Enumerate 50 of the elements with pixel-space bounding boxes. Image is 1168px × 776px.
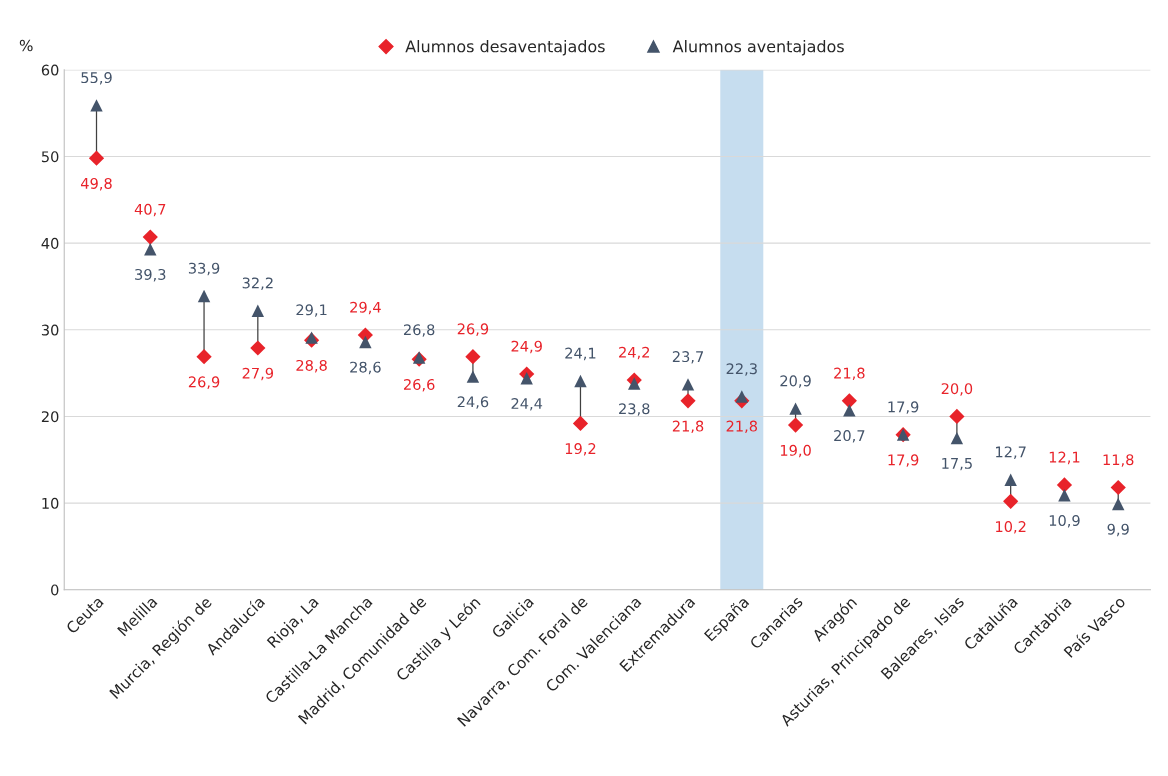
data-label: 24,4 — [511, 398, 543, 411]
data-label: 29,4 — [350, 301, 381, 315]
legend-label: Alumnos desaventajados — [405, 40, 605, 56]
data-label: 24,2 — [619, 346, 650, 360]
data-label: 29,1 — [296, 304, 327, 317]
data-label: 39,3 — [135, 268, 166, 282]
data-label: 32,2 — [242, 277, 273, 290]
y-tick-label: 10 — [42, 497, 59, 509]
data-label: 27,9 — [242, 367, 274, 381]
data-label: 23,8 — [619, 403, 650, 416]
data-label: 26,9 — [188, 376, 220, 389]
data-label: 19,2 — [565, 443, 596, 456]
data-label: 21,8 — [834, 367, 865, 381]
data-label: 12,1 — [1049, 451, 1080, 465]
data-label: 20,9 — [780, 375, 811, 388]
data-label: 12,7 — [996, 446, 1026, 459]
data-label: 20,0 — [941, 383, 973, 396]
y-tick-label: 20 — [41, 411, 59, 423]
data-label: 26,9 — [457, 323, 489, 336]
data-label: 24,6 — [457, 396, 489, 409]
y-axis-title: % — [19, 39, 33, 52]
y-tick-label: 40 — [41, 237, 59, 249]
data-label: 19,0 — [780, 444, 811, 458]
y-tick-label: 50 — [41, 151, 59, 163]
data-label: 9,9 — [1107, 523, 1129, 537]
data-label: 40,7 — [134, 203, 166, 217]
data-label: 49,8 — [80, 177, 112, 191]
data-label: 11,8 — [1103, 454, 1134, 467]
data-label: 24,1 — [565, 347, 596, 361]
data-label: 33,9 — [188, 262, 220, 276]
data-label: 28,6 — [350, 361, 381, 375]
data-label: 26,8 — [403, 324, 435, 337]
data-label: 17,5 — [942, 458, 972, 471]
data-label: 23,7 — [672, 351, 704, 364]
data-label: 26,6 — [403, 378, 435, 392]
data-label: 17,9 — [888, 454, 919, 467]
data-label: 10,9 — [1049, 515, 1080, 528]
data-label: 24,9 — [511, 340, 542, 354]
data-label: 21,8 — [672, 420, 704, 434]
data-label: 28,8 — [296, 359, 327, 373]
data-label: 17,9 — [888, 401, 919, 414]
y-tick-label: 60 — [41, 64, 59, 76]
y-tick-label: 30 — [41, 324, 59, 336]
data-label: 22,3 — [726, 363, 757, 376]
data-label: 55,9 — [81, 72, 112, 85]
data-label: 20,7 — [834, 430, 865, 443]
y-tick-label: 0 — [51, 584, 59, 596]
data-label: 21,8 — [726, 420, 758, 434]
data-label: 10,2 — [996, 521, 1026, 534]
legend-label: Alumnos aventajados — [672, 40, 844, 56]
